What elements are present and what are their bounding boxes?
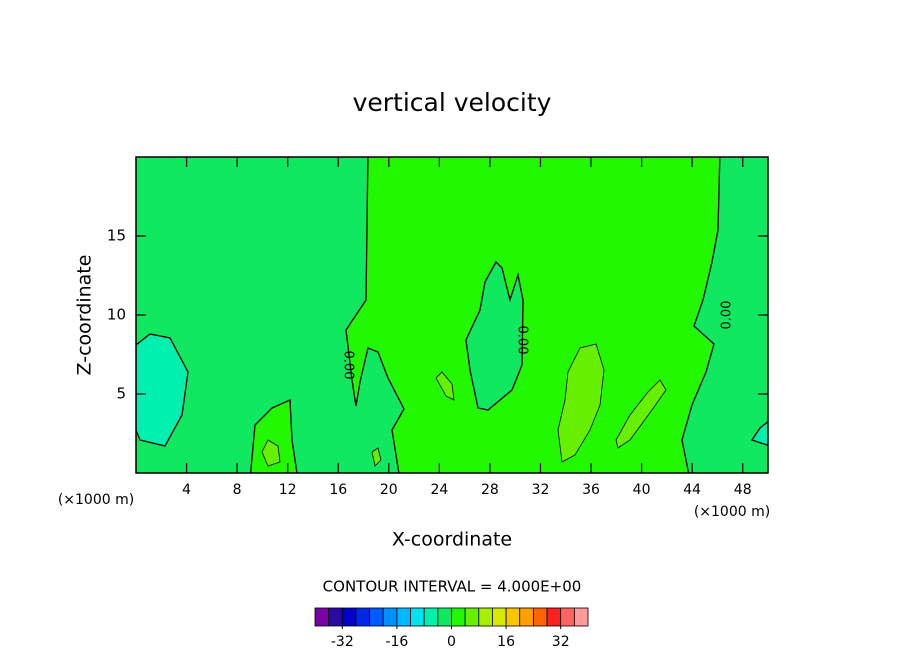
y-tick-label: 5	[116, 385, 126, 403]
contour-label: 0.00	[341, 351, 356, 380]
x-tick-label: 16	[329, 482, 347, 498]
colorbar: -32 -16 0 16 32	[314, 607, 589, 650]
colorbar-swatch	[410, 607, 425, 627]
field	[136, 157, 768, 473]
colorbar-swatch	[314, 607, 330, 627]
x-axis-label: X-coordinate	[392, 529, 512, 551]
colorbar-swatch	[519, 607, 534, 627]
colorbar-tick-label: 32	[552, 634, 570, 650]
contour-region	[249, 399, 298, 473]
colorbar-tick-label: 0	[447, 634, 456, 650]
colorbar-tick-label: -16	[385, 634, 408, 650]
contour-region	[615, 379, 667, 449]
x-tick-label: 4	[182, 482, 191, 498]
x-tick-label: 24	[430, 482, 448, 498]
colorbar-swatch	[423, 607, 439, 627]
colorbar-swatch	[492, 607, 507, 627]
colorbar-swatch	[464, 607, 480, 627]
colorbar-swatch	[451, 607, 466, 627]
x-tick-label: 12	[279, 482, 297, 498]
contour-region	[750, 420, 768, 447]
x-unit-label: (×1000 m)	[58, 492, 134, 508]
colorbar-swatch	[533, 607, 548, 627]
colorbar-swatch	[560, 607, 575, 627]
x-tick-label: 40	[633, 482, 651, 498]
contour-region	[371, 447, 382, 467]
contour-region	[345, 157, 721, 473]
contour-region	[557, 343, 605, 463]
y-tick-label: 15	[107, 227, 126, 245]
colorbar-swatch	[546, 607, 562, 627]
contour-region	[261, 439, 281, 467]
colorbar-swatch	[341, 607, 357, 627]
contour-label: 0.00	[720, 301, 735, 330]
x-tick-label: 44	[683, 482, 701, 498]
annotation: CONTOUR INTERVAL = 4.000E+00	[323, 578, 582, 596]
x-tick-label: 8	[233, 482, 242, 498]
colorbar-swatch	[328, 607, 343, 627]
y-tick-label: 10	[107, 306, 126, 324]
plot-area	[135, 156, 769, 474]
colorbar-swatch	[369, 607, 384, 627]
colorbar-swatch	[505, 607, 521, 627]
colorbar-swatch	[396, 607, 411, 627]
x-tick-label: 36	[582, 482, 600, 498]
contour-region	[136, 333, 189, 447]
colorbar-swatch	[478, 607, 493, 627]
colorbar-tick-label: 16	[497, 634, 515, 650]
colorbar-swatch	[573, 607, 589, 627]
x-tick-label: 32	[532, 482, 550, 498]
x-tick-label: 20	[380, 482, 398, 498]
colorbar-swatch	[382, 607, 398, 627]
colorbar-swatch	[437, 607, 452, 627]
contour-region	[465, 260, 524, 411]
contour-label: 0.00	[515, 326, 530, 355]
x-unit-label: (×1000 m)	[694, 504, 770, 520]
colorbar-swatch	[355, 607, 371, 627]
chart-title: vertical velocity	[353, 88, 552, 117]
x-tick-label: 48	[734, 482, 752, 498]
contour-region	[435, 371, 455, 401]
y-axis-label: Z-coordinate	[74, 255, 96, 376]
colorbar-tick-label: -32	[331, 634, 354, 650]
x-tick-label: 28	[481, 482, 499, 498]
